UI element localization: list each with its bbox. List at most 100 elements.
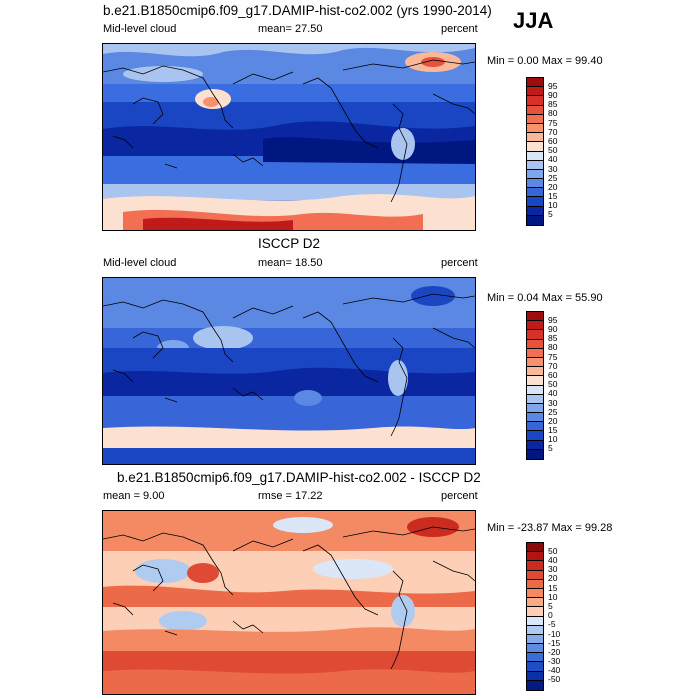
colorbar-tick: 30 <box>548 164 558 174</box>
colorbar-tick: 95 <box>548 81 558 91</box>
colorbar <box>526 542 544 691</box>
coastline-overlay <box>103 293 475 437</box>
colorbar-swatch <box>527 662 543 672</box>
colorbar-swatch <box>527 385 543 395</box>
colorbar-swatch <box>527 579 543 589</box>
colorbar-swatch <box>527 123 543 134</box>
colorbar-swatch <box>527 552 543 562</box>
colorbar-tick: 10 <box>548 434 558 444</box>
colorbar-tick: 95 <box>548 315 558 325</box>
colorbar-tick: 40 <box>548 388 558 398</box>
colorbar-tick: 40 <box>548 555 558 565</box>
colorbar-swatch <box>527 588 543 599</box>
colorbar-swatch <box>527 403 543 414</box>
colorbar-tick: 85 <box>548 99 558 109</box>
colorbar <box>526 311 544 460</box>
colorbar-swatch <box>527 413 543 423</box>
colorbar-tick: 80 <box>548 108 558 118</box>
difference-map <box>102 510 476 695</box>
colorbar-tick: -20 <box>548 647 561 657</box>
colorbar-swatch <box>527 616 543 626</box>
colorbar-tick: -10 <box>548 629 561 639</box>
colorbar-swatch <box>527 321 543 331</box>
colorbar-tick: -40 <box>548 665 561 675</box>
map-field <box>103 44 475 230</box>
colorbar-swatch <box>527 607 543 617</box>
colorbar-swatch <box>527 440 543 450</box>
variable-label: Mid-level cloud <box>103 257 177 269</box>
colorbar-swatch <box>527 133 543 143</box>
colorbar-swatch <box>527 160 543 170</box>
colorbar-tick: 15 <box>548 425 558 435</box>
mean-label: mean= 27.50 <box>258 23 323 35</box>
variable-label: Mid-level cloud <box>103 23 177 35</box>
colorbar-swatch <box>527 330 543 340</box>
colorbar-tick: 70 <box>548 361 558 371</box>
colorbar-tick: 25 <box>548 173 558 183</box>
colorbar-tick: -5 <box>548 619 556 629</box>
colorbar <box>526 77 544 226</box>
colorbar-swatch <box>527 570 543 580</box>
colorbar-tick: -15 <box>548 638 561 648</box>
colorbar-swatch <box>527 206 543 216</box>
colorbar-swatch <box>527 625 543 635</box>
colorbar-tick: 90 <box>548 90 558 100</box>
colorbar-tick: 10 <box>548 592 558 602</box>
colorbar-swatch <box>527 543 543 553</box>
colorbar-swatch <box>527 561 543 571</box>
colorbar-tick: 50 <box>548 379 558 389</box>
colorbar-tick: 75 <box>548 352 558 362</box>
panel-title: b.e21.B1850cmip6.f09_g17.DAMIP-hist-co2.… <box>117 470 481 485</box>
units-label: percent <box>441 257 478 269</box>
colorbar-tick: 25 <box>548 407 558 417</box>
colorbar-tick: 5 <box>548 443 553 453</box>
colorbar-swatch <box>527 644 543 654</box>
colorbar-swatch <box>527 634 543 645</box>
colorbar-swatch <box>527 78 543 88</box>
colorbar-swatch <box>527 188 543 198</box>
season-label: JJA <box>513 8 554 33</box>
colorbar-tick: 5 <box>548 601 553 611</box>
colorbar-swatch <box>527 114 543 124</box>
mean-label: mean = 9.00 <box>103 490 165 502</box>
colorbar-tick: 70 <box>548 127 558 137</box>
colorbar-tick: 75 <box>548 118 558 128</box>
colorbar-swatch <box>527 348 543 358</box>
colorbar-tick: 85 <box>548 333 558 343</box>
colorbar-swatch <box>527 87 543 97</box>
colorbar-swatch <box>527 376 543 386</box>
minmax-label: Min = 0.04 Max = 55.90 <box>487 292 603 304</box>
colorbar-swatch <box>527 598 543 608</box>
minmax-label: Min = -23.87 Max = 99.28 <box>487 522 613 534</box>
colorbar-tick: 30 <box>548 564 558 574</box>
colorbar-swatch <box>527 431 543 441</box>
colorbar-swatch <box>527 357 543 368</box>
colorbar-tick: -50 <box>548 674 561 684</box>
coastline-overlay <box>103 526 475 670</box>
colorbar-swatch <box>527 96 543 106</box>
rmse-label: rmse = 17.22 <box>258 490 323 502</box>
panel-title: ISCCP D2 <box>258 236 321 251</box>
colorbar-swatch <box>527 339 543 349</box>
colorbar-swatch <box>527 197 543 207</box>
minmax-label: Min = 0.00 Max = 99.40 <box>487 55 603 67</box>
colorbar-swatch <box>527 671 543 681</box>
colorbar-tick: 5 <box>548 209 553 219</box>
colorbar-swatch <box>527 312 543 322</box>
colorbar-swatch <box>527 449 543 459</box>
colorbar-tick: 60 <box>548 136 558 146</box>
colorbar-swatch <box>527 394 543 404</box>
colorbar-swatch <box>527 680 543 690</box>
cloud-map <box>102 277 476 465</box>
colorbar-tick: 0 <box>548 610 553 620</box>
colorbar-tick: 15 <box>548 191 558 201</box>
colorbar-swatch <box>527 422 543 432</box>
colorbar-swatch <box>527 179 543 189</box>
colorbar-tick: 60 <box>548 370 558 380</box>
colorbar-tick: 30 <box>548 398 558 408</box>
map-field <box>103 278 475 464</box>
colorbar-tick: 20 <box>548 182 558 192</box>
colorbar-swatch <box>527 215 543 225</box>
cloud-map <box>102 43 476 231</box>
units-label: percent <box>441 23 478 35</box>
